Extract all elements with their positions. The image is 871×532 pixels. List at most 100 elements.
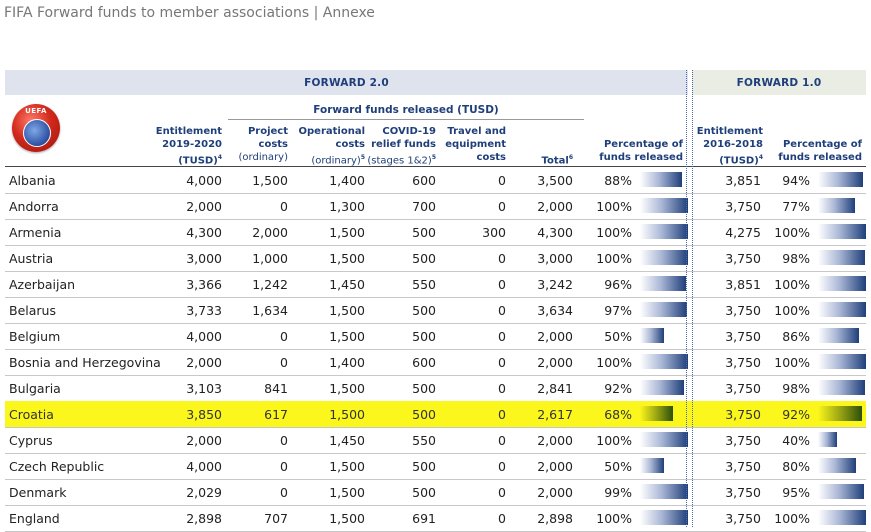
cell-entitlement-2016: 3,750 (725, 407, 761, 422)
cell-total: 3,242 (537, 277, 573, 292)
cell-travel-equipment: 0 (498, 511, 506, 526)
cell-percentage-1: 100% (774, 225, 810, 240)
col-total: Total6 (541, 154, 573, 167)
funds-released-subheader: Forward funds released (TUSD) (313, 104, 499, 116)
cell-percentage-1: 94% (782, 173, 810, 188)
percentage-bar-2 (640, 250, 688, 265)
cell-covid-relief: 500 (412, 485, 436, 500)
cell-association-name: Austria (9, 251, 54, 266)
cell-percentage-2: 50% (604, 459, 632, 474)
cell-total: 2,841 (537, 381, 573, 396)
table-row: Denmark 2,029 0 1,500 500 0 2,000 3,750 99% 95% (5, 479, 866, 506)
cell-percentage-1: 80% (782, 459, 810, 474)
cell-percentage-2: 100% (596, 225, 632, 240)
table-row: Albania 4,000 1,500 1,400 600 0 3,500 3,851 88% 9… (5, 167, 866, 194)
percentage-bar-2 (640, 276, 686, 291)
cell-travel-equipment: 300 (482, 225, 506, 240)
cell-project-costs: 1,500 (252, 173, 288, 188)
cell-project-costs: 0 (280, 485, 288, 500)
cell-association-name: Armenia (9, 225, 62, 240)
cell-travel-equipment: 0 (498, 355, 506, 370)
cell-operational-costs: 1,450 (329, 277, 365, 292)
cell-project-costs: 0 (280, 459, 288, 474)
cell-total: 2,617 (537, 407, 573, 422)
table-row: Azerbaijan 3,366 1,242 1,450 550 0 3,242 3,851 9… (5, 271, 866, 298)
cell-travel-equipment: 0 (498, 199, 506, 214)
percentage-bar-2 (640, 328, 664, 343)
cell-travel-equipment: 0 (498, 329, 506, 344)
table-row: Belgium 4,000 0 1,500 500 0 2,000 3,750 50% 86% (5, 323, 866, 350)
cell-association-name: Bosnia and Herzegovina (9, 355, 161, 370)
cell-covid-relief: 550 (412, 433, 436, 448)
cell-operational-costs: 1,500 (329, 303, 365, 318)
table-row: England 2,898 707 1,500 691 0 2,898 3,750 100% 10… (5, 505, 866, 532)
cell-association-name: Belgium (9, 329, 61, 344)
percentage-bar-2 (640, 198, 688, 213)
cell-project-costs: 707 (264, 511, 288, 526)
cell-entitlement-2019: 3,000 (186, 251, 222, 266)
percentage-bar-2 (640, 354, 688, 369)
cell-entitlement-2016: 3,750 (725, 355, 761, 370)
cell-entitlement-2016: 4,275 (725, 225, 761, 240)
cell-covid-relief: 500 (412, 381, 436, 396)
percentage-bar-1 (818, 510, 866, 525)
percentage-bar-2 (640, 510, 688, 525)
percentage-bar-2 (640, 302, 687, 317)
page-title: FIFA Forward funds to member association… (4, 5, 375, 21)
table-row: Armenia 4,300 2,000 1,500 500 300 4,300 4,275 10… (5, 219, 866, 246)
col-percentage-1: Percentage of funds released (778, 139, 862, 163)
cell-travel-equipment: 0 (498, 173, 506, 188)
cell-percentage-2: 100% (596, 199, 632, 214)
cell-entitlement-2019: 3,103 (186, 381, 222, 396)
cell-entitlement-2019: 4,300 (186, 225, 222, 240)
percentage-bar-2 (640, 380, 684, 395)
uefa-logo-text: UEFA (25, 107, 47, 115)
cell-entitlement-2019: 3,366 (186, 277, 222, 292)
cell-total: 3,000 (537, 251, 573, 266)
percentage-bar-2 (640, 458, 664, 473)
cell-total: 2,000 (537, 355, 573, 370)
cell-percentage-1: 92% (782, 407, 810, 422)
percentage-bar-1 (818, 458, 856, 473)
cell-operational-costs: 1,500 (329, 511, 365, 526)
cell-association-name: Albania (9, 173, 56, 188)
cell-covid-relief: 600 (412, 173, 436, 188)
cell-percentage-1: 86% (782, 329, 810, 344)
cell-entitlement-2016: 3,750 (725, 459, 761, 474)
cell-entitlement-2019: 2,029 (186, 485, 222, 500)
percentage-bar-1 (818, 172, 863, 187)
cell-percentage-2: 50% (604, 329, 632, 344)
uefa-logo: UEFA (12, 104, 60, 152)
cell-operational-costs: 1,500 (329, 225, 365, 240)
cell-operational-costs: 1,500 (329, 459, 365, 474)
percentage-bar-2 (640, 224, 688, 239)
cell-percentage-1: 98% (782, 381, 810, 396)
cell-project-costs: 0 (280, 355, 288, 370)
cell-covid-relief: 550 (412, 277, 436, 292)
cell-covid-relief: 500 (412, 251, 436, 266)
cell-association-name: England (9, 511, 60, 526)
cell-total: 3,634 (537, 303, 573, 318)
percentage-bar-1 (818, 198, 855, 213)
cell-entitlement-2019: 3,850 (186, 407, 222, 422)
cell-entitlement-2016: 3,750 (725, 433, 761, 448)
cell-project-costs: 841 (264, 381, 288, 396)
cell-travel-equipment: 0 (498, 381, 506, 396)
table-row: Andorra 2,000 0 1,300 700 0 2,000 3,750 100% 77% (5, 193, 866, 220)
cell-project-costs: 1,000 (252, 251, 288, 266)
cell-total: 2,000 (537, 329, 573, 344)
table-row: Bulgaria 3,103 841 1,500 500 0 2,841 3,750 92% 98… (5, 375, 866, 402)
cell-total: 2,000 (537, 433, 573, 448)
cell-covid-relief: 700 (412, 199, 436, 214)
percentage-bar-2 (640, 172, 682, 187)
cell-covid-relief: 500 (412, 459, 436, 474)
percentage-bar-1 (818, 432, 837, 447)
forward-1-band: FORWARD 1.0 (692, 70, 866, 95)
forward-2-band: FORWARD 2.0 (5, 70, 688, 95)
col-project-costs: Project costs (ordinary) (238, 126, 288, 163)
percentage-bar-1 (818, 380, 865, 395)
table-row: Czech Republic 4,000 0 1,500 500 0 2,000 3,750 5… (5, 453, 866, 480)
cell-entitlement-2019: 2,000 (186, 355, 222, 370)
cell-percentage-2: 99% (604, 485, 632, 500)
cell-percentage-1: 100% (774, 303, 810, 318)
